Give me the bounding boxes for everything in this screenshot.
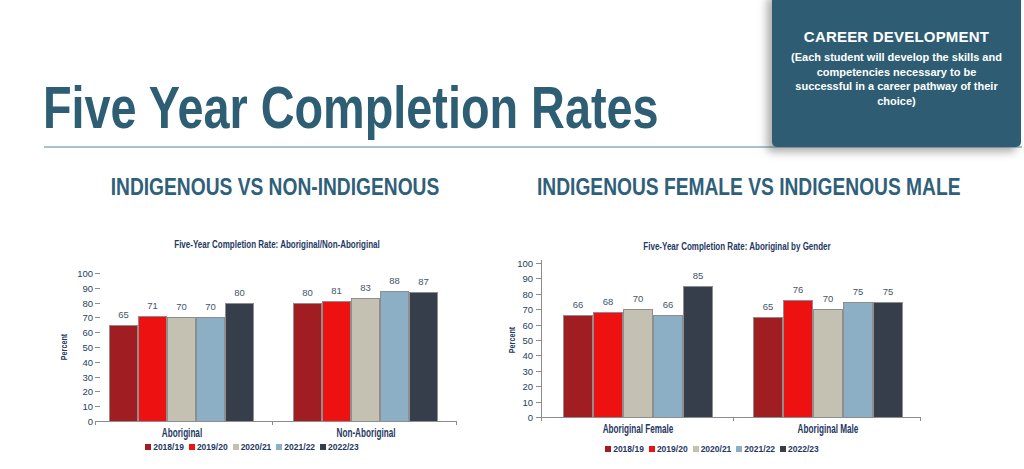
bar-value-label: 85 [683,270,713,281]
bar [593,312,623,418]
bar [783,300,813,418]
legend-item: 2019/20 [649,444,688,454]
legend-item: 2022/23 [780,444,819,454]
bar-value-label: 66 [653,299,683,310]
legend-swatch [693,446,699,452]
legend: 2018/19 2019/20 2020/21 2021/22 2022/23 [462,444,962,454]
y-tick-label: 100 [503,258,533,269]
y-tick-label: 20 [503,381,533,392]
bar [683,286,713,418]
bar-value-label: 70 [623,293,653,304]
legend-label: 2020/21 [701,444,732,454]
bar [843,302,873,419]
chart-title: Five-Year Completion Rate: Aboriginal by… [569,241,905,252]
legend-label: 2018/19 [613,444,644,454]
bar [653,315,683,418]
bar-value-label: 76 [783,284,813,295]
bar-value-label: 65 [753,301,783,312]
legend-item: 2020/21 [693,444,732,454]
y-axis-title: Percent [507,327,517,353]
bar-value-label: 75 [873,286,903,297]
bar [753,317,783,418]
y-tick-label: 10 [503,397,533,408]
bar-value-label: 66 [563,299,593,310]
legend-swatch [605,446,611,452]
legend-item: 2021/22 [736,444,775,454]
legend-swatch [649,446,655,452]
y-tick-label: 80 [503,289,533,300]
bar [813,309,843,418]
bar [563,315,593,418]
y-tick-label: 90 [503,273,533,284]
bar-value-label: 70 [813,293,843,304]
y-axis-line [541,260,542,417]
chart-aboriginal-by-gender: Five-Year Completion Rate: Aboriginal by… [0,0,1024,469]
y-tick-label: 70 [503,304,533,315]
legend-swatch [736,446,742,452]
legend-swatch [780,446,786,452]
y-tick-label: 30 [503,366,533,377]
legend-label: 2022/23 [788,444,819,454]
bar [873,302,903,419]
legend-label: 2021/22 [744,444,775,454]
bar [623,309,653,418]
category-label: Aboriginal Female [590,422,685,436]
x-tick-mark [541,417,542,421]
legend-label: 2019/20 [657,444,688,454]
bar-value-label: 75 [843,286,873,297]
category-label: Aboriginal Male [780,422,875,436]
y-tick-label: 0 [503,412,533,423]
x-tick-mark [733,417,734,421]
legend-item: 2018/19 [605,444,644,454]
x-tick-mark [920,417,921,421]
bar-value-label: 68 [593,296,623,307]
